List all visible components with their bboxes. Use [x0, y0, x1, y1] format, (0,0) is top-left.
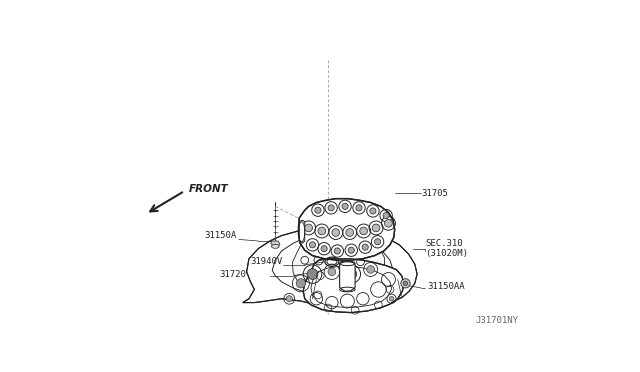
Text: 31705: 31705	[421, 189, 448, 198]
Circle shape	[328, 205, 334, 211]
Circle shape	[403, 281, 408, 286]
Circle shape	[356, 205, 362, 211]
Circle shape	[346, 229, 353, 236]
Circle shape	[307, 269, 318, 279]
Polygon shape	[303, 259, 404, 312]
Polygon shape	[243, 224, 417, 307]
Circle shape	[321, 246, 327, 252]
Text: 31150A: 31150A	[204, 231, 236, 240]
Circle shape	[360, 227, 367, 235]
Circle shape	[385, 219, 392, 227]
Circle shape	[372, 224, 380, 232]
Circle shape	[346, 269, 356, 279]
Polygon shape	[298, 199, 395, 260]
Circle shape	[318, 227, 326, 235]
Circle shape	[342, 203, 348, 209]
Circle shape	[315, 207, 321, 213]
Polygon shape	[305, 218, 359, 230]
Circle shape	[332, 229, 340, 236]
Circle shape	[374, 239, 381, 245]
Circle shape	[328, 268, 336, 276]
Circle shape	[305, 224, 312, 232]
Circle shape	[309, 242, 316, 248]
Text: 31150AA: 31150AA	[428, 282, 465, 291]
Circle shape	[370, 208, 376, 214]
Text: FRONT: FRONT	[189, 185, 228, 195]
Circle shape	[383, 212, 389, 219]
Polygon shape	[300, 220, 305, 243]
Circle shape	[348, 247, 355, 253]
Polygon shape	[292, 233, 385, 289]
Text: 31940V: 31940V	[251, 257, 283, 266]
Circle shape	[389, 296, 394, 301]
Circle shape	[286, 296, 292, 302]
Circle shape	[367, 266, 374, 273]
Ellipse shape	[271, 244, 279, 248]
Text: 31720: 31720	[220, 270, 246, 279]
Text: J31701NY: J31701NY	[476, 316, 518, 325]
Polygon shape	[305, 225, 359, 245]
Text: SEC.310
(31020M): SEC.310 (31020M)	[425, 239, 468, 259]
Polygon shape	[340, 262, 355, 291]
Circle shape	[401, 279, 410, 288]
Polygon shape	[271, 241, 280, 246]
Circle shape	[362, 244, 368, 250]
Circle shape	[296, 279, 305, 288]
Circle shape	[334, 248, 340, 254]
